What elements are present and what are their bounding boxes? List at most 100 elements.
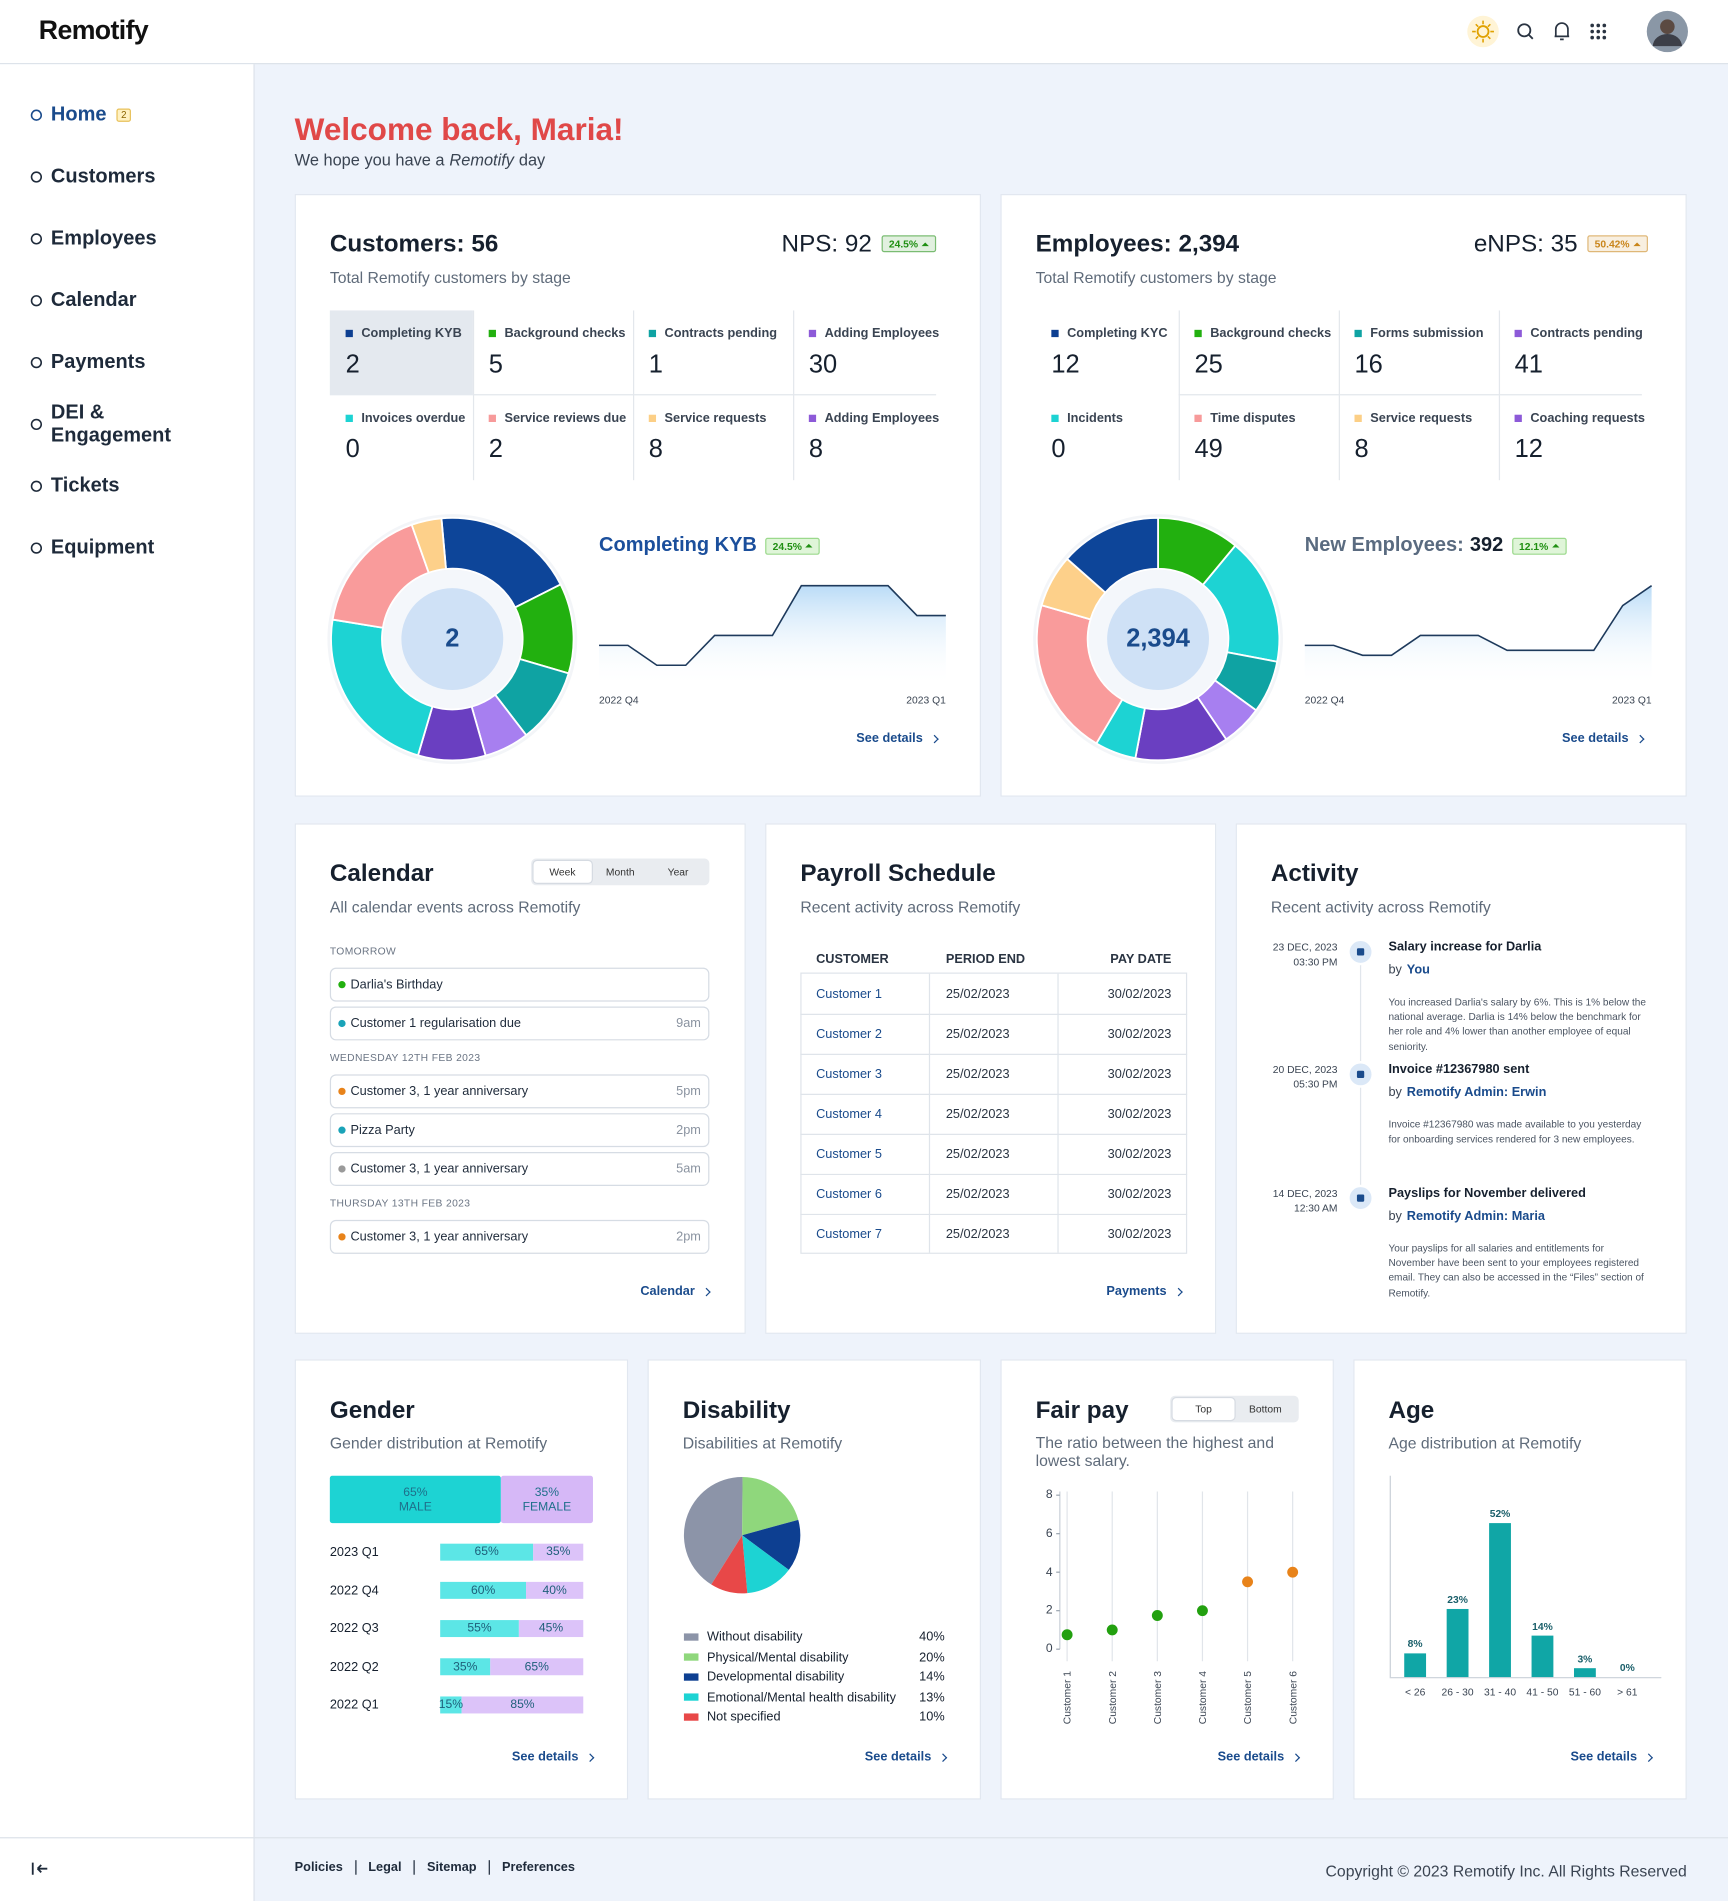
donut-center [1107,588,1209,690]
stage-label: Incidents [1067,411,1124,426]
card-subtitle: Total Remotify customers by stage [1035,268,1277,287]
nav-item[interactable]: Calendar [51,289,137,312]
legend-swatch [683,1653,699,1661]
nav-icon [30,171,43,183]
activity-who[interactable]: Remotify Admin: Erwin [1406,1085,1547,1100]
link[interactable]: Calendar [640,1284,709,1299]
donut-center [401,588,504,690]
customer-link[interactable]: Customer 5 [816,1147,882,1162]
stage-swatch [1514,329,1522,338]
collapse-icon[interactable] [31,1862,48,1875]
footer-link[interactable]: Policies [294,1860,343,1875]
brand: Remotify [449,150,514,170]
gender-row-bar [490,1658,584,1676]
nav-icon [30,542,43,554]
stage-swatch [648,414,657,422]
activity-who[interactable]: Remotify Admin: Maria [1406,1208,1545,1224]
gender-bar [329,1475,501,1524]
link[interactable]: Payments [1106,1284,1181,1299]
event-label: Customer 3, 1 year anniversary [350,1084,529,1099]
legend-value: 10% [919,1709,945,1725]
tab[interactable]: Year [667,865,689,878]
legend-label: Not specified [706,1709,781,1725]
nav-icon [30,109,43,121]
tab[interactable]: Top [1172,1398,1235,1420]
activity-date: 14 DEC, 2023 [1272,1187,1338,1200]
nav-item[interactable]: Tickets [51,475,120,498]
footer-link[interactable]: Legal [354,1860,414,1875]
calendar-event[interactable]: Customer 3, 1 year anniversary 5am [329,1151,710,1186]
link[interactable]: See details [512,1750,593,1765]
x-tick-label: 41 - 50 [1526,1685,1559,1698]
tab[interactable]: Bottom [1249,1403,1282,1416]
customer-link[interactable]: Customer 3 [816,1067,882,1082]
x-tick-label: > 61 [1617,1685,1638,1698]
apps-icon[interactable] [1590,23,1607,40]
avatar[interactable] [1646,10,1688,53]
footer-link[interactable]: Sitemap [413,1860,489,1875]
stage-value: 0 [345,435,360,464]
customer-link[interactable]: Customer 2 [816,1027,882,1042]
nav-item[interactable]: Employees [51,227,157,250]
card-subtitle: Total Remotify customers by stage [329,268,571,287]
card-title: Calendar [329,860,434,888]
cell: 25/02/2023 [945,1067,1010,1082]
link[interactable]: See details [865,1750,946,1765]
calendar-event[interactable]: Customer 1 regularisation due 9am [329,1006,710,1041]
gender-row-bar [533,1543,584,1561]
logo: Remotify [38,14,149,45]
customer-link[interactable]: Customer 4 [816,1107,882,1122]
tab[interactable]: Week [533,860,592,883]
calendar-event[interactable]: Customer 3, 1 year anniversary 2pm [329,1219,710,1254]
stage-label: Invoices overdue [361,411,466,426]
nav-item[interactable]: Payments [51,351,146,374]
card-title: Employees: 2,394 [1035,231,1240,258]
stage-label: Contracts pending [664,326,778,341]
stage-value: 2 [345,350,360,379]
activity-who[interactable]: You [1406,962,1430,978]
stage-label: Coaching requests [1530,411,1645,426]
customer-link[interactable]: Customer 6 [816,1187,882,1202]
cell: 30/02/2023 [1107,1107,1172,1122]
nav-item[interactable]: Home 2 [51,104,132,127]
stage-label: Service reviews due [504,411,627,426]
link[interactable]: See details [1562,731,1643,746]
theme-icon[interactable] [1467,15,1499,48]
link[interactable]: See details [1218,1750,1299,1765]
calendar-event[interactable]: Darlia's Birthday [329,967,710,1002]
nav-item[interactable]: Equipment [51,537,154,560]
calendar-event[interactable]: Customer 3, 1 year anniversary 5pm [329,1074,710,1109]
link[interactable]: See details [1571,1750,1652,1765]
card-title: Payroll Schedule [800,860,996,888]
gender-row-value: 40% [542,1583,567,1598]
event-label: Customer 3, 1 year anniversary [350,1161,529,1177]
calendar-event[interactable]: Pizza Party 2pm [329,1113,710,1148]
tab-group: Top Bottom [1170,1395,1299,1423]
x-tick-label: Customer 4 [1198,1671,1209,1724]
activity-glyph [1356,1194,1365,1202]
gender-row-bar [440,1620,519,1638]
y-tick-label: 6 [1045,1527,1053,1541]
stage-value: 1 [648,350,663,379]
link[interactable]: See details [856,731,937,746]
trend-total: 392 [1469,534,1504,556]
y-tick-label: 2 [1045,1604,1053,1618]
stage-label: Service requests [664,411,767,426]
customer-link[interactable]: Customer 7 [816,1227,882,1242]
x-label: 2022 Q4 [599,693,639,706]
activity-time: 03:30 PM [1293,955,1338,968]
card-subtitle: Gender distribution at Remotify [329,1433,548,1453]
bell-icon[interactable] [1554,22,1570,41]
customer-link[interactable]: Customer 1 [816,987,882,1002]
nav-item[interactable]: DEI & Engagement [51,401,171,447]
search-icon[interactable] [1517,23,1534,40]
cell: 30/02/2023 [1107,1227,1172,1242]
tab-group: Week Month Year [531,858,710,886]
x-tick-label: 26 - 30 [1441,1685,1474,1698]
tab[interactable]: Month [605,865,635,878]
bar-label: 23% [1447,1593,1468,1606]
card-title: Disability [682,1397,791,1425]
footer-link[interactable]: Preferences [488,1860,587,1875]
gender-row-bar [440,1658,491,1676]
nav-item[interactable]: Customers [51,166,156,189]
